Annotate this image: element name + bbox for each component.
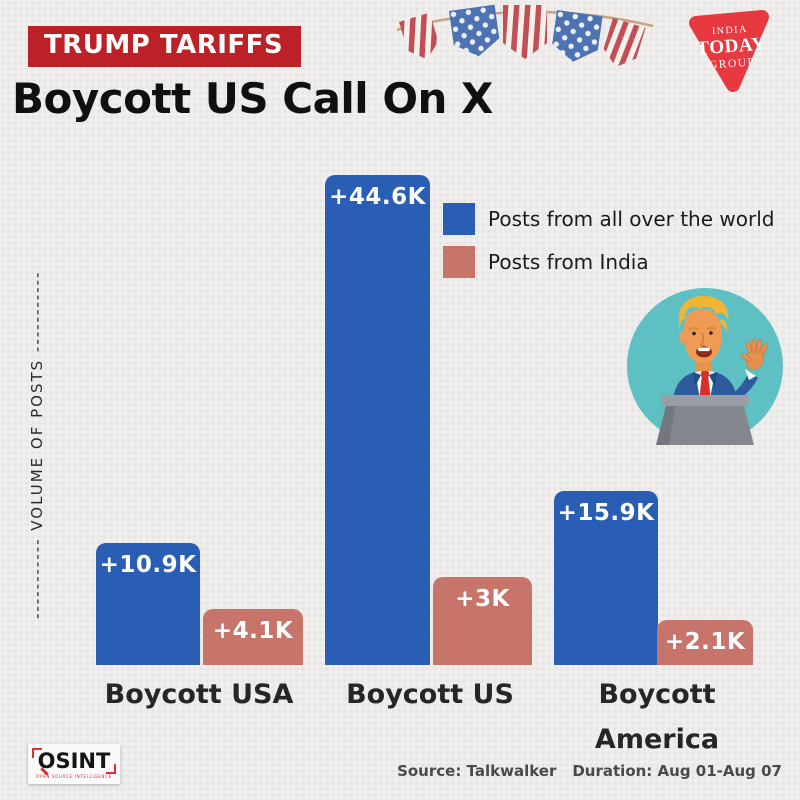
bar-value-label: +3K [455,586,510,612]
source-line: Source: Talkwalker Duration: Aug 01-Aug … [397,762,782,780]
osint-bracket-icon [32,748,42,758]
india-today-group-logo: INDIA TODAY GROUP [689,10,769,92]
bar-value-label: +44.6K [329,184,426,210]
legend-swatch-world [443,203,475,235]
osint-wordmark: OSINT [37,749,111,773]
usa-flag-bunting-decoration [396,4,654,67]
legend-label-india: Posts from India [488,250,649,274]
duration-text: Duration: Aug 01-Aug 07 [572,762,782,780]
category-label-boycott-usa: Boycott USA [104,679,294,710]
page-title: Boycott US Call On X [12,74,493,123]
category-label-boycott-america: Boycott America [594,679,720,755]
category-label-boycott-us: Boycott US [346,679,514,710]
logo-line-today: TODAY [696,34,766,60]
legend: Posts from all over the world Posts from… [443,203,774,278]
trump-podium-illustration [627,288,783,445]
logo-line-india: INDIA [712,24,749,37]
legend-item-india: Posts from India [443,246,774,278]
bar-value-label: +10.9K [99,552,197,578]
bar-india-boycott-usa: +4.1K [203,609,303,665]
bar-world-boycott-us: +44.6K [325,175,430,665]
legend-item-world: Posts from all over the world [443,203,774,235]
bar-value-label: +2.1K [664,629,746,655]
bar-world-boycott-usa: +10.9K [96,543,200,665]
bar-india-boycott-us: +3K [433,577,532,665]
osint-bracket-icon [106,764,116,774]
bar-world-boycott-america: +15.9K [554,491,658,665]
bar-value-label: +4.1K [212,618,294,644]
logo-line-group: GROUP [709,56,756,71]
osint-tagline: OPEN SOURCE INTELLIGENCE [36,774,112,779]
legend-swatch-india [443,246,475,278]
bar-value-label: +15.9K [557,500,655,526]
osint-logo: OSINT OPEN SOURCE INTELLIGENCE [28,744,120,784]
bar-india-boycott-america: +2.1K [657,620,753,665]
legend-label-world: Posts from all over the world [488,207,775,231]
trump-tariffs-badge: TRUMP TARIFFS [28,26,302,67]
source-text: Source: Talkwalker [397,762,557,780]
bar-chart: +10.9K +4.1K +44.6K +3K +15.9K +2.1K [96,175,753,665]
